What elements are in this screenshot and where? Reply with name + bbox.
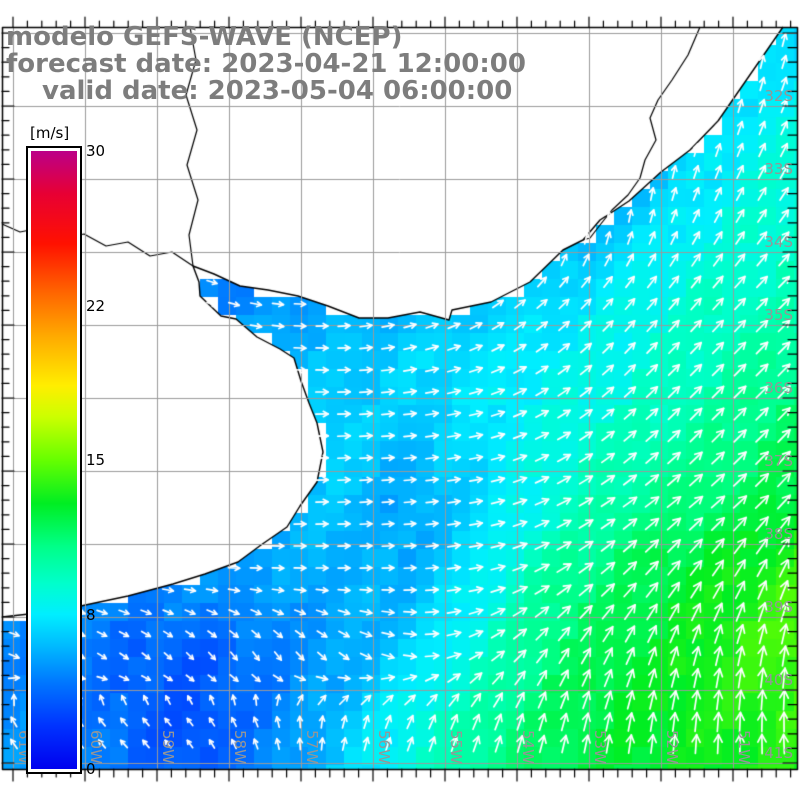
colorbar-unit-label: [m/s] [30, 124, 70, 142]
model-title: modelo GEFS-WAVE (NCEP) [6, 22, 403, 52]
valid-date-line: valid date: 2023-05-04 06:00:00 [42, 76, 513, 106]
colorbar-tick-22: 22 [86, 296, 106, 315]
forecast-date-line: forecast date: 2023-04-21 12:00:00 [6, 49, 526, 79]
colorbar-tick-0: 0 [86, 760, 96, 778]
colorbar-tick-30: 30 [86, 142, 106, 160]
colorbar [26, 146, 82, 774]
colorbar-tick-8: 8 [86, 605, 96, 624]
title-block: modelo GEFS-WAVE (NCEP) forecast date: 20… [6, 24, 526, 105]
colorbar-tick-15: 15 [86, 451, 106, 469]
colorbar-gradient [31, 151, 77, 769]
